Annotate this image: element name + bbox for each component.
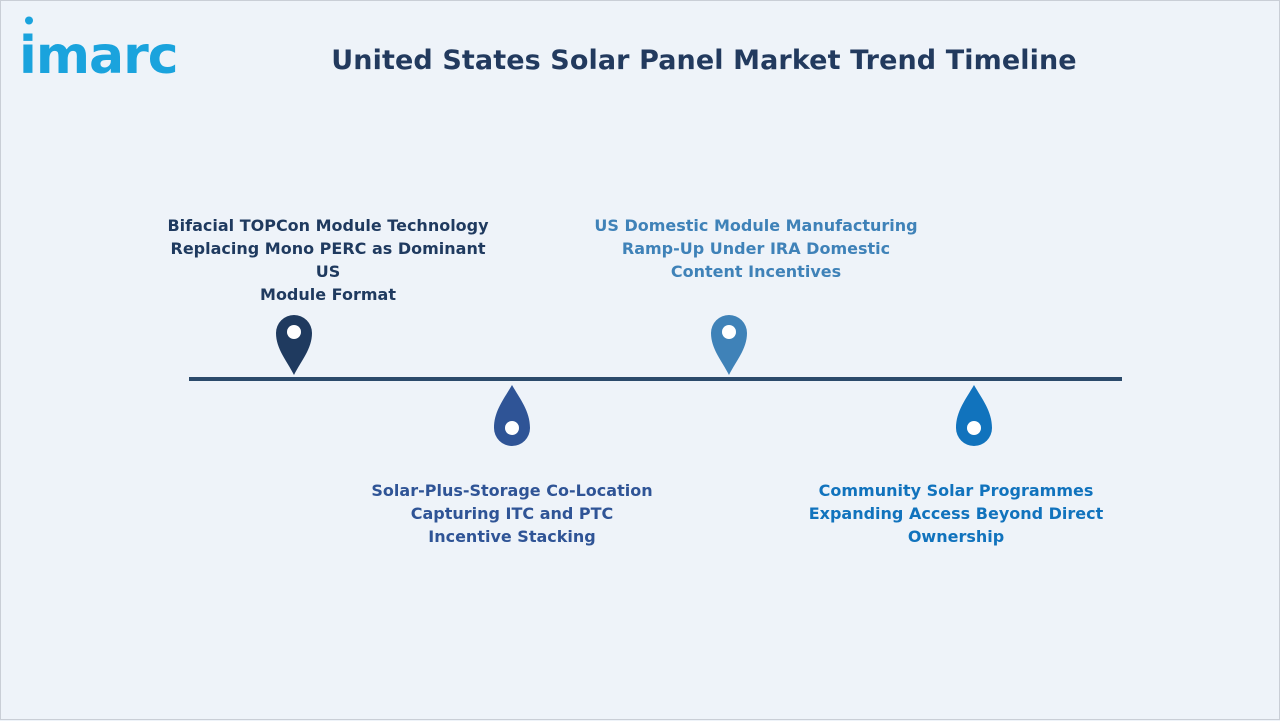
milestone-2-label: Solar-Plus-Storage Co-Location Capturing… <box>371 481 653 546</box>
milestone-4-label: Community Solar Programmes Expanding Acc… <box>808 481 1104 546</box>
page-title: United States Solar Panel Market Trend T… <box>331 45 1077 76</box>
milestone-3-map-pin-icon <box>711 315 747 375</box>
milestone-3-label: US Domestic Module Manufacturing Ramp-Up… <box>594 216 918 281</box>
milestone-2-drop-pin-icon <box>494 385 530 446</box>
milestone-4-drop-pin-icon <box>956 385 992 446</box>
milestone-1-map-pin-icon <box>276 315 312 375</box>
milestone-1-label: Bifacial TOPCon Module Technology Replac… <box>167 216 489 304</box>
svg-text:imarc: imarc <box>19 26 178 81</box>
imarc-logo: imarc <box>19 15 209 86</box>
